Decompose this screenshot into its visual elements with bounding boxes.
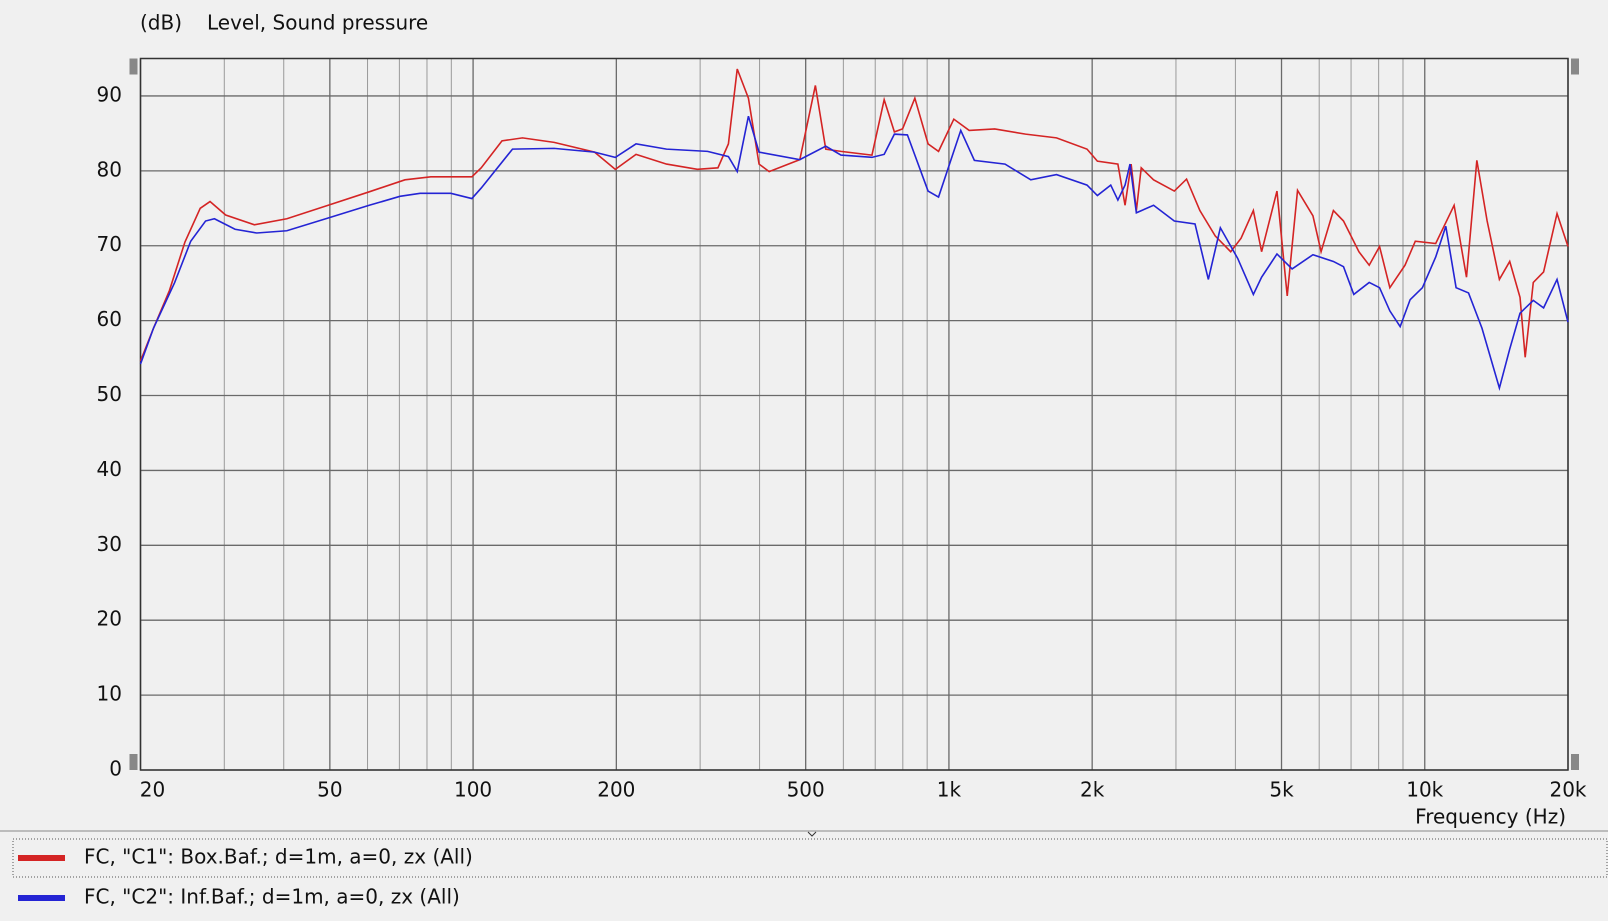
range-handle [129, 754, 138, 770]
y-tick-label: 70 [97, 232, 122, 256]
x-tick-label: 200 [597, 778, 635, 802]
y-tick-label: 40 [97, 457, 122, 481]
x-tick-label: 50 [317, 778, 342, 802]
y-tick-label: 20 [97, 607, 122, 631]
y-tick-label: 60 [97, 307, 122, 331]
plot-frame [139, 57, 1569, 771]
chart-title: Level, Sound pressure [207, 11, 428, 35]
legend-swatch [18, 855, 65, 861]
legend-label: FC, "C2": Inf.Baf.; d=1m, a=0, zx (All) [84, 885, 460, 909]
x-tick-label: 20k [1549, 778, 1586, 802]
x-tick-label: 100 [454, 778, 492, 802]
y-unit: (dB) [140, 11, 182, 35]
series-line [139, 115, 1569, 392]
y-tick-label: 10 [97, 682, 122, 706]
x-tick-label: 2k [1080, 778, 1105, 802]
splitter-handle [807, 831, 817, 837]
y-tick-label: 30 [97, 532, 122, 556]
x-tick-label: 10k [1406, 778, 1443, 802]
legend-label: FC, "C1": Box.Baf.; d=1m, a=0, zx (All) [84, 845, 473, 869]
range-handle [129, 58, 138, 75]
y-tick-label: 50 [97, 382, 122, 406]
x-axis-label: Frequency (Hz) [1415, 805, 1566, 829]
y-tick-label: 90 [97, 82, 122, 106]
x-tick-label: 1k [937, 778, 962, 802]
series-line [139, 68, 1569, 362]
range-handle [1571, 58, 1579, 75]
legend-swatch [18, 895, 65, 901]
y-tick-label: 0 [109, 757, 122, 781]
x-tick-label: 500 [787, 778, 825, 802]
y-tick-label: 80 [97, 157, 122, 181]
x-tick-label: 20 [140, 778, 165, 802]
x-tick-label: 5k [1269, 778, 1294, 802]
range-handle [1571, 754, 1579, 770]
